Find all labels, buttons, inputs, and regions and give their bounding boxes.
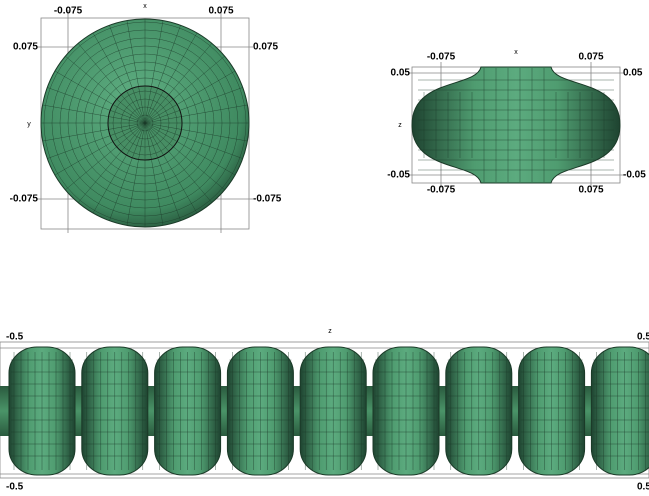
tick-label: -0.05 (623, 170, 646, 181)
axis-label: x (143, 3, 147, 10)
tick-label: -0.5 (6, 332, 24, 343)
axis-label: z (398, 122, 402, 129)
tick-label: 0.075 (253, 42, 278, 53)
tick-label: 0.05 (391, 68, 411, 79)
tick-label: -0.075 (10, 194, 39, 205)
viewer: x y -0.075 0.075 0.075 -0.075 0.075 -0.0… (0, 0, 649, 496)
tick-label: -0.075 (54, 6, 83, 17)
view-front: x y -0.075 0.075 0.075 -0.075 0.075 -0.0… (10, 3, 282, 233)
cavity-cell (412, 67, 620, 183)
tick-label: -0.5 (6, 482, 24, 493)
tick-label: 0.075 (208, 6, 233, 17)
axis-label: y (27, 121, 31, 128)
tick-label: -0.05 (387, 170, 410, 181)
tick-label: 0.075 (578, 185, 603, 196)
tick-label: -0.075 (427, 52, 456, 63)
axis-label: z (328, 328, 332, 335)
page: x y -0.075 0.075 0.075 -0.075 0.075 -0.0… (0, 0, 649, 496)
tick-label: 0.5 (637, 332, 649, 343)
view-top-long: z -0.5 0.5 -0.5 0.5 (0, 328, 649, 493)
cells (9, 347, 649, 475)
tick-label: 0.05 (623, 68, 643, 79)
axis-label: x (514, 49, 518, 56)
tick-label: -0.075 (253, 194, 282, 205)
tick-label: 0.075 (13, 42, 38, 53)
tick-label: 0.075 (578, 52, 603, 63)
view-side: x z -0.075 0.075 -0.075 0.075 0.05 -0.05… (387, 49, 646, 196)
tick-label: -0.075 (427, 185, 456, 196)
tick-label: 0.5 (637, 482, 649, 493)
